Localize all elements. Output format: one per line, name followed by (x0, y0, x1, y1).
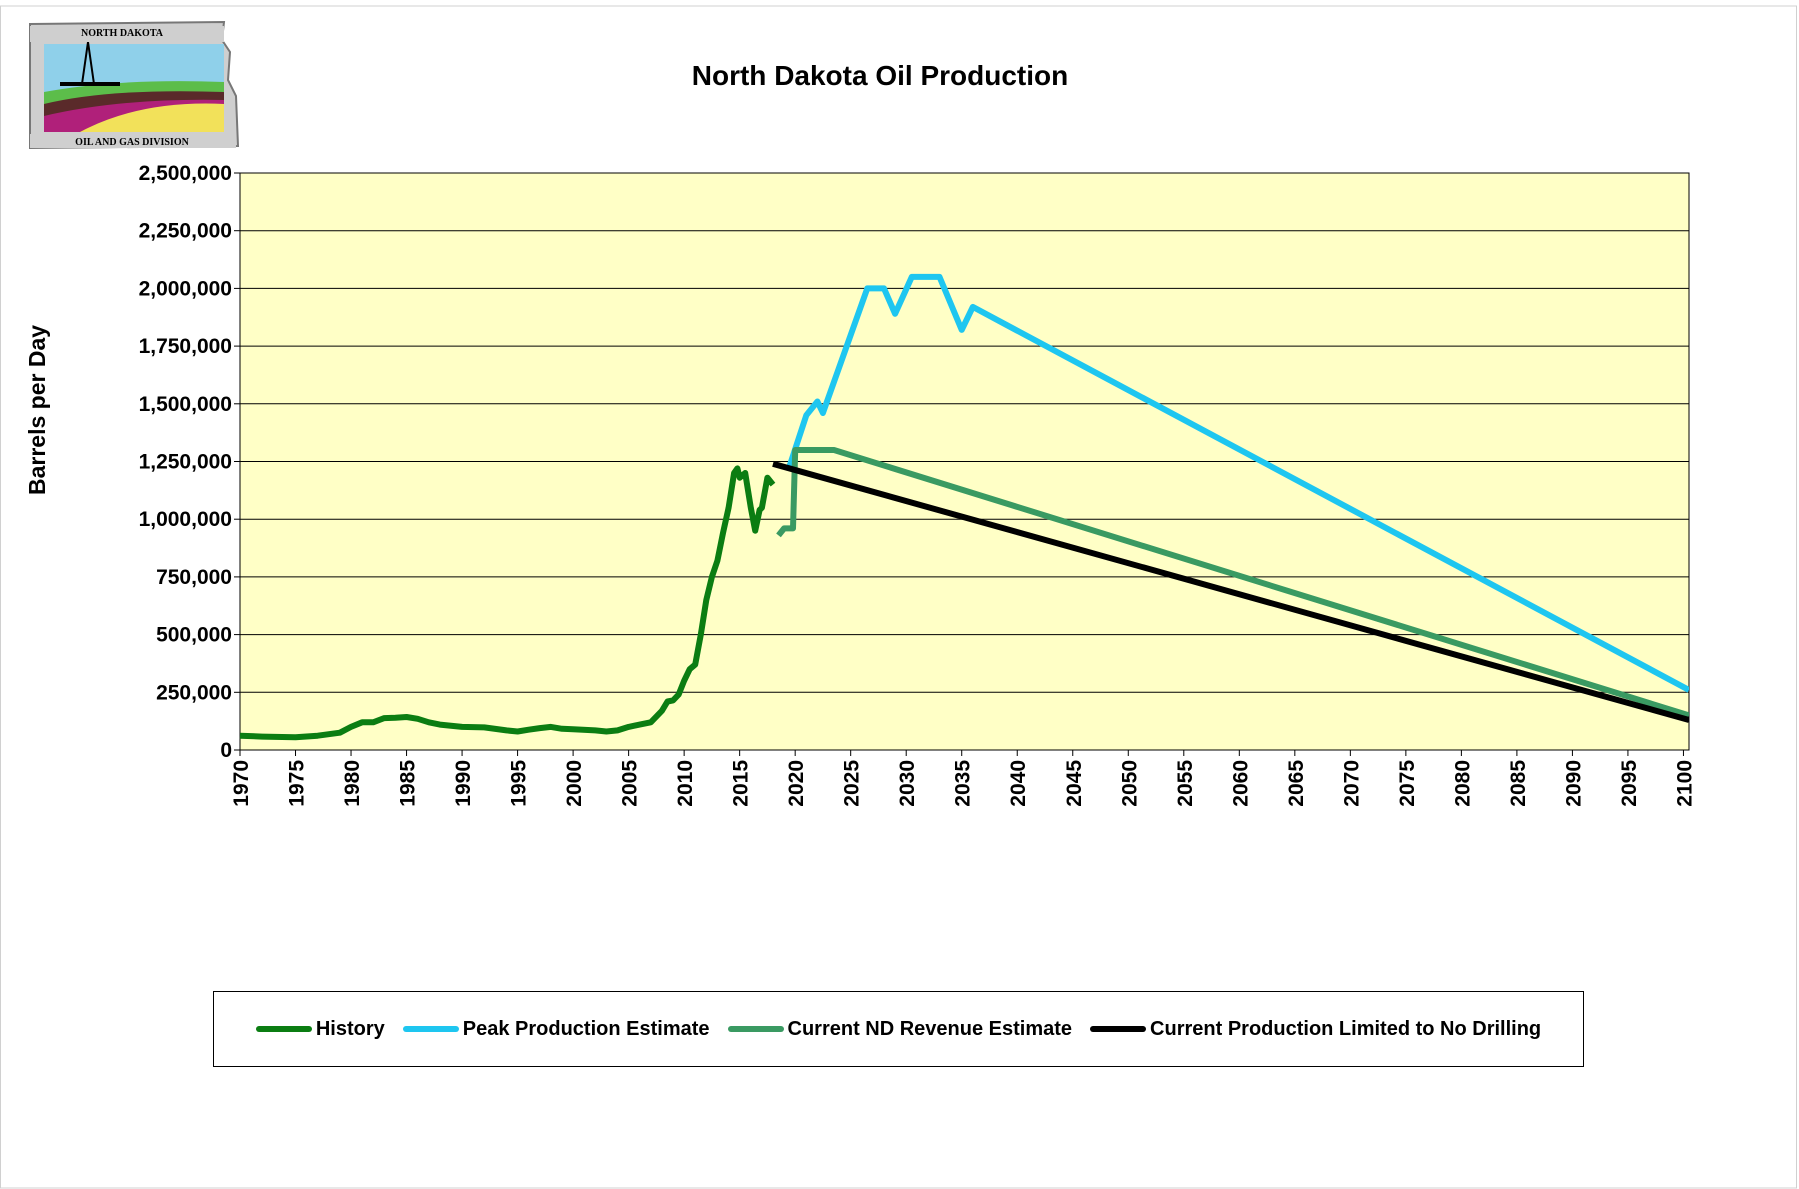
x-tick-label: 2075 (1396, 760, 1419, 807)
x-tick-label: 2060 (1229, 760, 1252, 807)
legend-item: Current ND Revenue Estimate (728, 1018, 1073, 1041)
x-tick-label: 2065 (1285, 760, 1308, 807)
legend-item: Current Production Limited to No Drillin… (1090, 1018, 1541, 1041)
legend-swatch (728, 1026, 784, 1032)
x-tick-label: 1970 (230, 760, 253, 807)
x-tick-label: 2095 (1618, 760, 1641, 807)
x-tick-label: 2005 (619, 760, 642, 807)
x-tick-label: 2080 (1451, 760, 1474, 807)
logo: NORTH DAKOTA OIL AND GAS DIVISION (30, 22, 238, 148)
y-tick-label: 1,250,000 (139, 451, 232, 474)
legend-swatch (403, 1026, 459, 1032)
x-tick-label: 1990 (452, 760, 475, 807)
x-tick-label: 2000 (563, 760, 586, 807)
y-tick-label: 2,500,000 (139, 162, 232, 185)
y-tick-label: 500,000 (156, 624, 232, 647)
x-tick-label: 2010 (674, 760, 697, 807)
x-tick-label: 1995 (508, 760, 531, 807)
x-tick-label: 2055 (1174, 760, 1197, 807)
x-tick-label: 2085 (1507, 760, 1530, 807)
chart-title: North Dakota Oil Production (692, 60, 1068, 91)
page: NORTH DAKOTA OIL AND GAS DIVISION North … (0, 0, 1799, 1189)
x-tick-label: 1980 (341, 760, 364, 807)
y-tick-label: 2,000,000 (139, 277, 232, 300)
legend: History Peak Production Estimate Current N… (213, 991, 1584, 1067)
logo-bottom: OIL AND GAS DIVISION (75, 137, 189, 148)
x-tick-label: 2035 (952, 760, 975, 807)
x-tick-label: 2090 (1562, 760, 1585, 807)
y-axis-label: Barrels per Day (24, 325, 50, 495)
legend-swatch (256, 1026, 312, 1032)
y-tick-label: 1,000,000 (139, 508, 232, 531)
legend-label: Peak Production Estimate (463, 1018, 710, 1041)
x-tick-label: 1975 (286, 760, 309, 807)
x-tick-label: 2050 (1118, 760, 1141, 807)
legend-label: Current Production Limited to No Drillin… (1150, 1018, 1541, 1041)
legend-label: Current ND Revenue Estimate (788, 1018, 1073, 1041)
legend-item: Peak Production Estimate (403, 1018, 710, 1041)
x-tick-label: 2040 (1007, 760, 1030, 807)
x-tick-label: 2015 (730, 760, 753, 807)
x-tick-label: 2030 (896, 760, 919, 807)
x-tick-label: 2070 (1340, 760, 1363, 807)
logo-top: NORTH DAKOTA (81, 28, 164, 39)
x-tick-label: 2020 (785, 760, 808, 807)
legend-item: History (256, 1018, 385, 1041)
legend-swatch (1090, 1026, 1146, 1032)
y-tick-label: 250,000 (156, 681, 232, 704)
x-tick-label: 1985 (397, 760, 420, 807)
y-tick-label: 1,500,000 (139, 393, 232, 416)
x-tick-label: 2100 (1673, 760, 1696, 807)
legend-label: History (316, 1018, 385, 1041)
y-tick-label: 0 (220, 739, 232, 762)
y-tick-label: 2,250,000 (139, 220, 232, 243)
x-tick-label: 2045 (1063, 760, 1086, 807)
x-tick-label: 2025 (841, 760, 864, 807)
y-tick-label: 1,750,000 (139, 335, 232, 358)
y-tick-label: 750,000 (156, 566, 232, 589)
